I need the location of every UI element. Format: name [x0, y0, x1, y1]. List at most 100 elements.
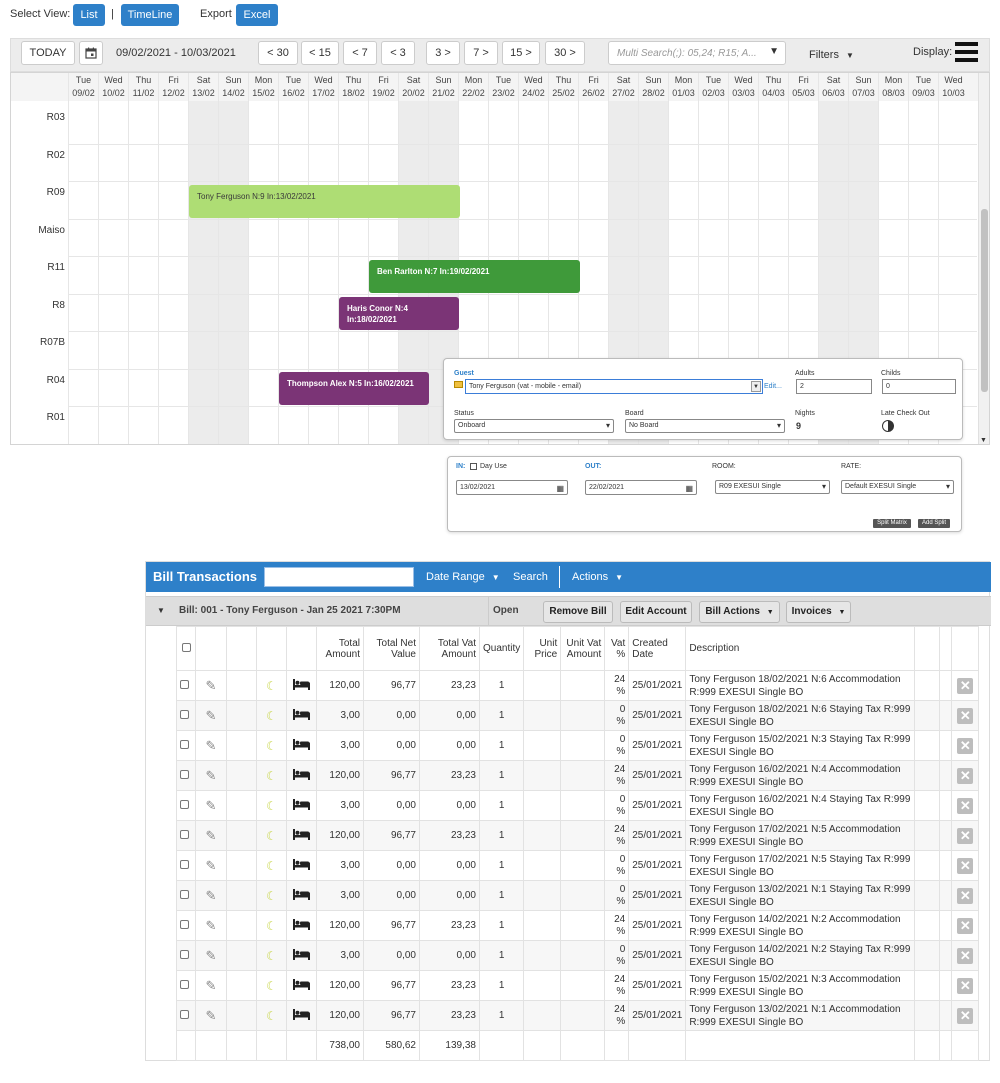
reservation-block[interactable]: Thompson Alex N:5 In:16/02/2021 [279, 372, 429, 405]
pencil-icon[interactable]: ✎ [205, 737, 217, 753]
timeline-view-button[interactable]: TimeLine [121, 4, 179, 26]
calendar-icon[interactable]: ▦ [556, 484, 564, 493]
reservation-block[interactable]: Tony Ferguson N:9 In:13/02/2021 [189, 185, 460, 218]
row-checkbox[interactable] [180, 799, 189, 809]
excel-export-button[interactable]: Excel [236, 4, 278, 26]
day-column[interactable] [128, 101, 158, 444]
row-checkbox[interactable] [180, 679, 189, 689]
scroll-down-arrow[interactable]: ▼ [980, 437, 987, 444]
col-created-date[interactable]: Created Date [628, 626, 687, 671]
calendar-scrollbar[interactable]: ▼ [978, 73, 989, 444]
bill-actions-button[interactable]: Bill Actions ▼ [699, 601, 780, 623]
pencil-icon[interactable]: ✎ [205, 677, 217, 693]
split-matrix-button[interactable]: Split Matrix [873, 519, 911, 528]
pencil-icon[interactable]: ✎ [205, 767, 217, 783]
delete-row-icon[interactable]: ✕ [957, 797, 974, 814]
bill-search-button[interactable]: Search [513, 571, 548, 583]
invoices-button[interactable]: Invoices ▼ [786, 601, 851, 623]
table-row[interactable]: ✎ ☾ 120,00 96,77 23,23 1 24 % 25/01/2021 Tony Fe… [176, 1000, 980, 1031]
reservation-block[interactable]: Haris Conor N:4 In:18/02/2021 [339, 297, 459, 330]
day-column[interactable] [218, 101, 248, 444]
delete-row-icon[interactable]: ✕ [957, 917, 974, 934]
day-column[interactable] [278, 101, 308, 444]
pencil-icon[interactable]: ✎ [205, 797, 217, 813]
calendar-icon[interactable]: ▦ [685, 484, 693, 493]
edit-account-button[interactable]: Edit Account [620, 601, 692, 623]
guest-edit-link[interactable]: Edit... [764, 383, 782, 390]
col-total-amount[interactable]: Total Amount [316, 626, 364, 671]
col-quantity[interactable]: Quantity [478, 626, 525, 671]
row-checkbox[interactable] [180, 859, 189, 869]
row-checkbox[interactable] [180, 739, 189, 749]
today-button[interactable]: TODAY [21, 41, 75, 65]
delete-row-icon[interactable]: ✕ [957, 677, 974, 694]
delete-row-icon[interactable]: ✕ [957, 1007, 974, 1024]
row-checkbox[interactable] [180, 889, 189, 899]
row-checkbox[interactable] [180, 949, 189, 959]
filters-dropdown[interactable]: Filters ▼ [809, 49, 854, 61]
day-column[interactable] [248, 101, 278, 444]
rate-select[interactable]: Default EXESUI Single [841, 480, 954, 494]
checkin-date-input[interactable]: 13/02/2021 ▦ [456, 480, 568, 495]
day-column[interactable] [308, 101, 338, 444]
delete-row-icon[interactable]: ✕ [957, 887, 974, 904]
day-column[interactable] [728, 101, 758, 444]
day-column[interactable] [68, 101, 98, 444]
back-7-button[interactable]: < 7 [343, 41, 377, 65]
calendar-picker-button[interactable] [79, 41, 103, 65]
bill-search-input[interactable] [264, 567, 414, 587]
forward-15-button[interactable]: 15 > [502, 41, 540, 65]
status-select[interactable]: Onboard [454, 419, 614, 433]
actions-dropdown[interactable]: Actions ▼ [572, 571, 623, 583]
pencil-icon[interactable]: ✎ [205, 707, 217, 723]
row-checkbox[interactable] [180, 709, 189, 719]
childs-input[interactable]: 0 [882, 379, 956, 394]
pencil-icon[interactable]: ✎ [205, 977, 217, 993]
delete-row-icon[interactable]: ✕ [957, 857, 974, 874]
pencil-icon[interactable]: ✎ [205, 1007, 217, 1023]
remove-bill-button[interactable]: Remove Bill [543, 601, 613, 623]
add-split-button[interactable]: Add Split [918, 519, 950, 528]
day-column[interactable] [188, 101, 218, 444]
pencil-icon[interactable]: ✎ [205, 827, 217, 843]
row-checkbox[interactable] [180, 919, 189, 929]
table-row[interactable]: ✎ ☾ 120,00 96,77 23,23 1 24 % 25/01/2021 Tony Fe… [176, 910, 980, 941]
delete-row-icon[interactable]: ✕ [957, 977, 974, 994]
board-select[interactable]: No Board [625, 419, 785, 433]
scrollbar-thumb[interactable] [981, 209, 988, 392]
forward-3-button[interactable]: 3 > [426, 41, 460, 65]
delete-row-icon[interactable]: ✕ [957, 827, 974, 844]
col-total-vat-amount[interactable]: Total Vat Amount [419, 626, 480, 671]
collapse-group-icon[interactable]: ▼ [157, 606, 165, 615]
date-range-dropdown[interactable]: Date Range ▼ [426, 571, 500, 583]
forward-30-button[interactable]: 30 > [545, 41, 585, 65]
pencil-icon[interactable]: ✎ [205, 947, 217, 963]
row-checkbox[interactable] [180, 769, 189, 779]
col-description[interactable]: Description [685, 626, 916, 671]
table-row[interactable]: ✎ ☾ 120,00 96,77 23,23 1 24 % 25/01/2021 Tony Fe… [176, 760, 980, 791]
day-column[interactable] [938, 101, 968, 444]
multi-search-input[interactable]: Multi Search(;): 05,24; R15; A... ▼ [608, 41, 786, 65]
room-select[interactable]: R09 EXESUI Single [715, 480, 830, 494]
row-checkbox[interactable] [180, 979, 189, 989]
late-checkout-toggle-icon[interactable] [882, 420, 894, 432]
delete-row-icon[interactable]: ✕ [957, 707, 974, 724]
menu-icon[interactable] [955, 42, 978, 62]
col-unit-price[interactable]: Unit Price [523, 626, 562, 671]
pencil-icon[interactable]: ✎ [205, 917, 217, 933]
guest-dropdown-icon[interactable]: ▼ [751, 381, 761, 392]
day-column[interactable] [788, 101, 818, 444]
select-all-checkbox[interactable] [181, 642, 191, 652]
day-column[interactable] [98, 101, 128, 444]
day-column[interactable] [758, 101, 788, 444]
day-column[interactable] [158, 101, 188, 444]
delete-row-icon[interactable]: ✕ [957, 737, 974, 754]
forward-7-button[interactable]: 7 > [464, 41, 498, 65]
day-column[interactable] [338, 101, 368, 444]
reservation-block[interactable]: Ben Rarlton N:7 In:19/02/2021 [369, 260, 580, 293]
table-row[interactable]: ✎ ☾ 3,00 0,00 0,00 1 0 % 25/01/2021 Tony Ferguso… [176, 730, 980, 761]
table-row[interactable]: ✎ ☾ 3,00 0,00 0,00 1 0 % 25/01/2021 Tony Ferguso… [176, 790, 980, 821]
row-checkbox[interactable] [180, 829, 189, 839]
back-30-button[interactable]: < 30 [258, 41, 298, 65]
table-row[interactable]: ✎ ☾ 3,00 0,00 0,00 1 0 % 25/01/2021 Tony Ferguso… [176, 850, 980, 881]
